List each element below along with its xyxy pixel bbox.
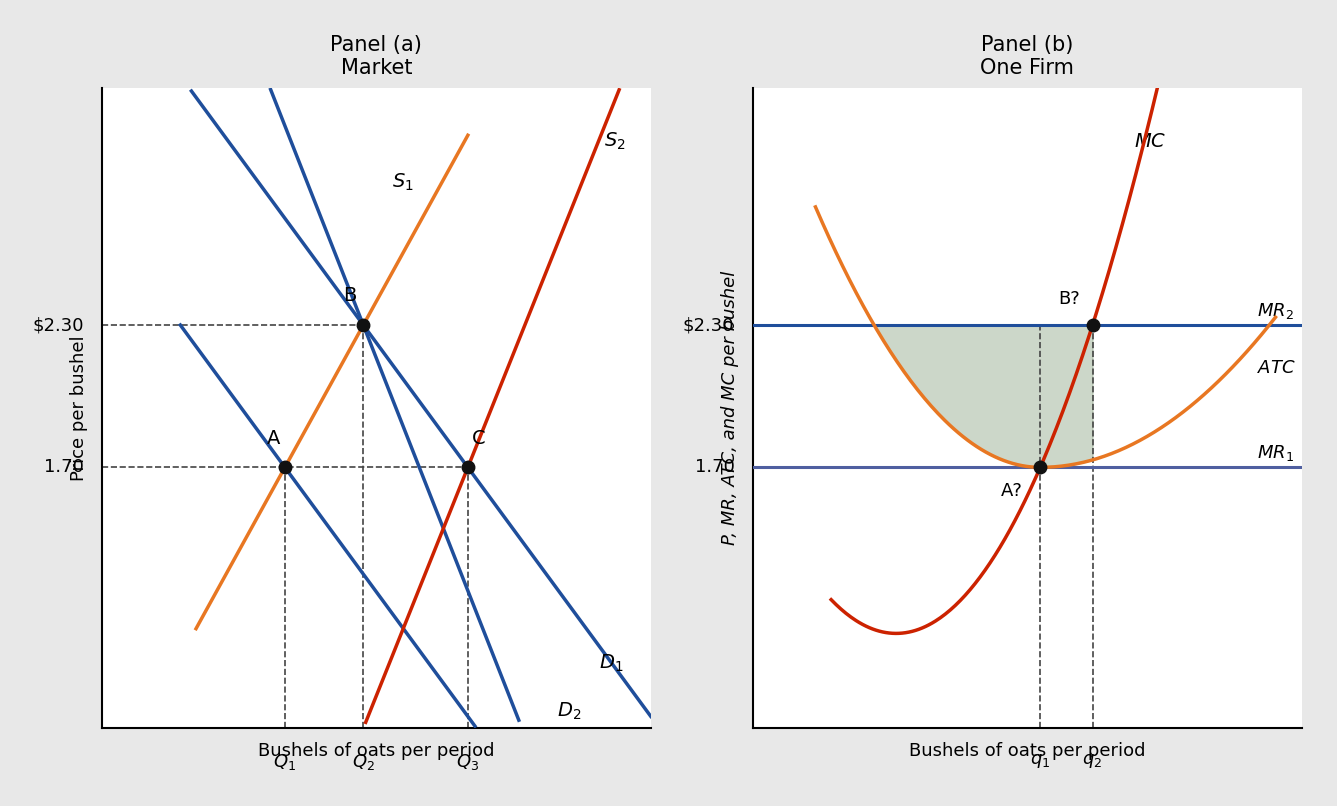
Text: $Q_2$: $Q_2$ xyxy=(352,752,374,772)
Title: Panel (a)
Market: Panel (a) Market xyxy=(330,35,422,78)
Text: $2.30: $2.30 xyxy=(683,316,734,334)
Text: C: C xyxy=(472,429,485,447)
Text: 1.70: 1.70 xyxy=(694,459,734,476)
Text: A?: A? xyxy=(1001,482,1023,500)
Text: $MC$: $MC$ xyxy=(1134,132,1167,151)
Text: 1.70: 1.70 xyxy=(44,459,84,476)
Text: B: B xyxy=(344,286,357,305)
Text: $S_1$: $S_1$ xyxy=(392,172,414,193)
Text: $2.30: $2.30 xyxy=(32,316,84,334)
Text: $S_2$: $S_2$ xyxy=(604,131,626,152)
Text: $MR_2$: $MR_2$ xyxy=(1257,301,1294,321)
Text: A: A xyxy=(266,429,279,447)
Text: $ATC$: $ATC$ xyxy=(1257,359,1296,376)
Title: Panel (b)
One Firm: Panel (b) One Firm xyxy=(980,35,1074,78)
Text: $D_1$: $D_1$ xyxy=(599,653,623,675)
Text: $Q_1$: $Q_1$ xyxy=(273,752,297,772)
Y-axis label: P, MR, ATC, and MC per bushel: P, MR, ATC, and MC per bushel xyxy=(721,271,739,545)
Y-axis label: Price per bushel: Price per bushel xyxy=(70,335,88,481)
X-axis label: Bushels of oats per period: Bushels of oats per period xyxy=(258,742,495,760)
Text: $MR_1$: $MR_1$ xyxy=(1257,443,1294,463)
Text: $Q_3$: $Q_3$ xyxy=(456,752,480,772)
Text: B?: B? xyxy=(1059,289,1080,308)
Text: $q_1$: $q_1$ xyxy=(1029,752,1051,770)
Text: $D_2$: $D_2$ xyxy=(556,700,582,721)
X-axis label: Bushels of oats per period: Bushels of oats per period xyxy=(909,742,1146,760)
Text: $q_2$: $q_2$ xyxy=(1083,752,1103,770)
